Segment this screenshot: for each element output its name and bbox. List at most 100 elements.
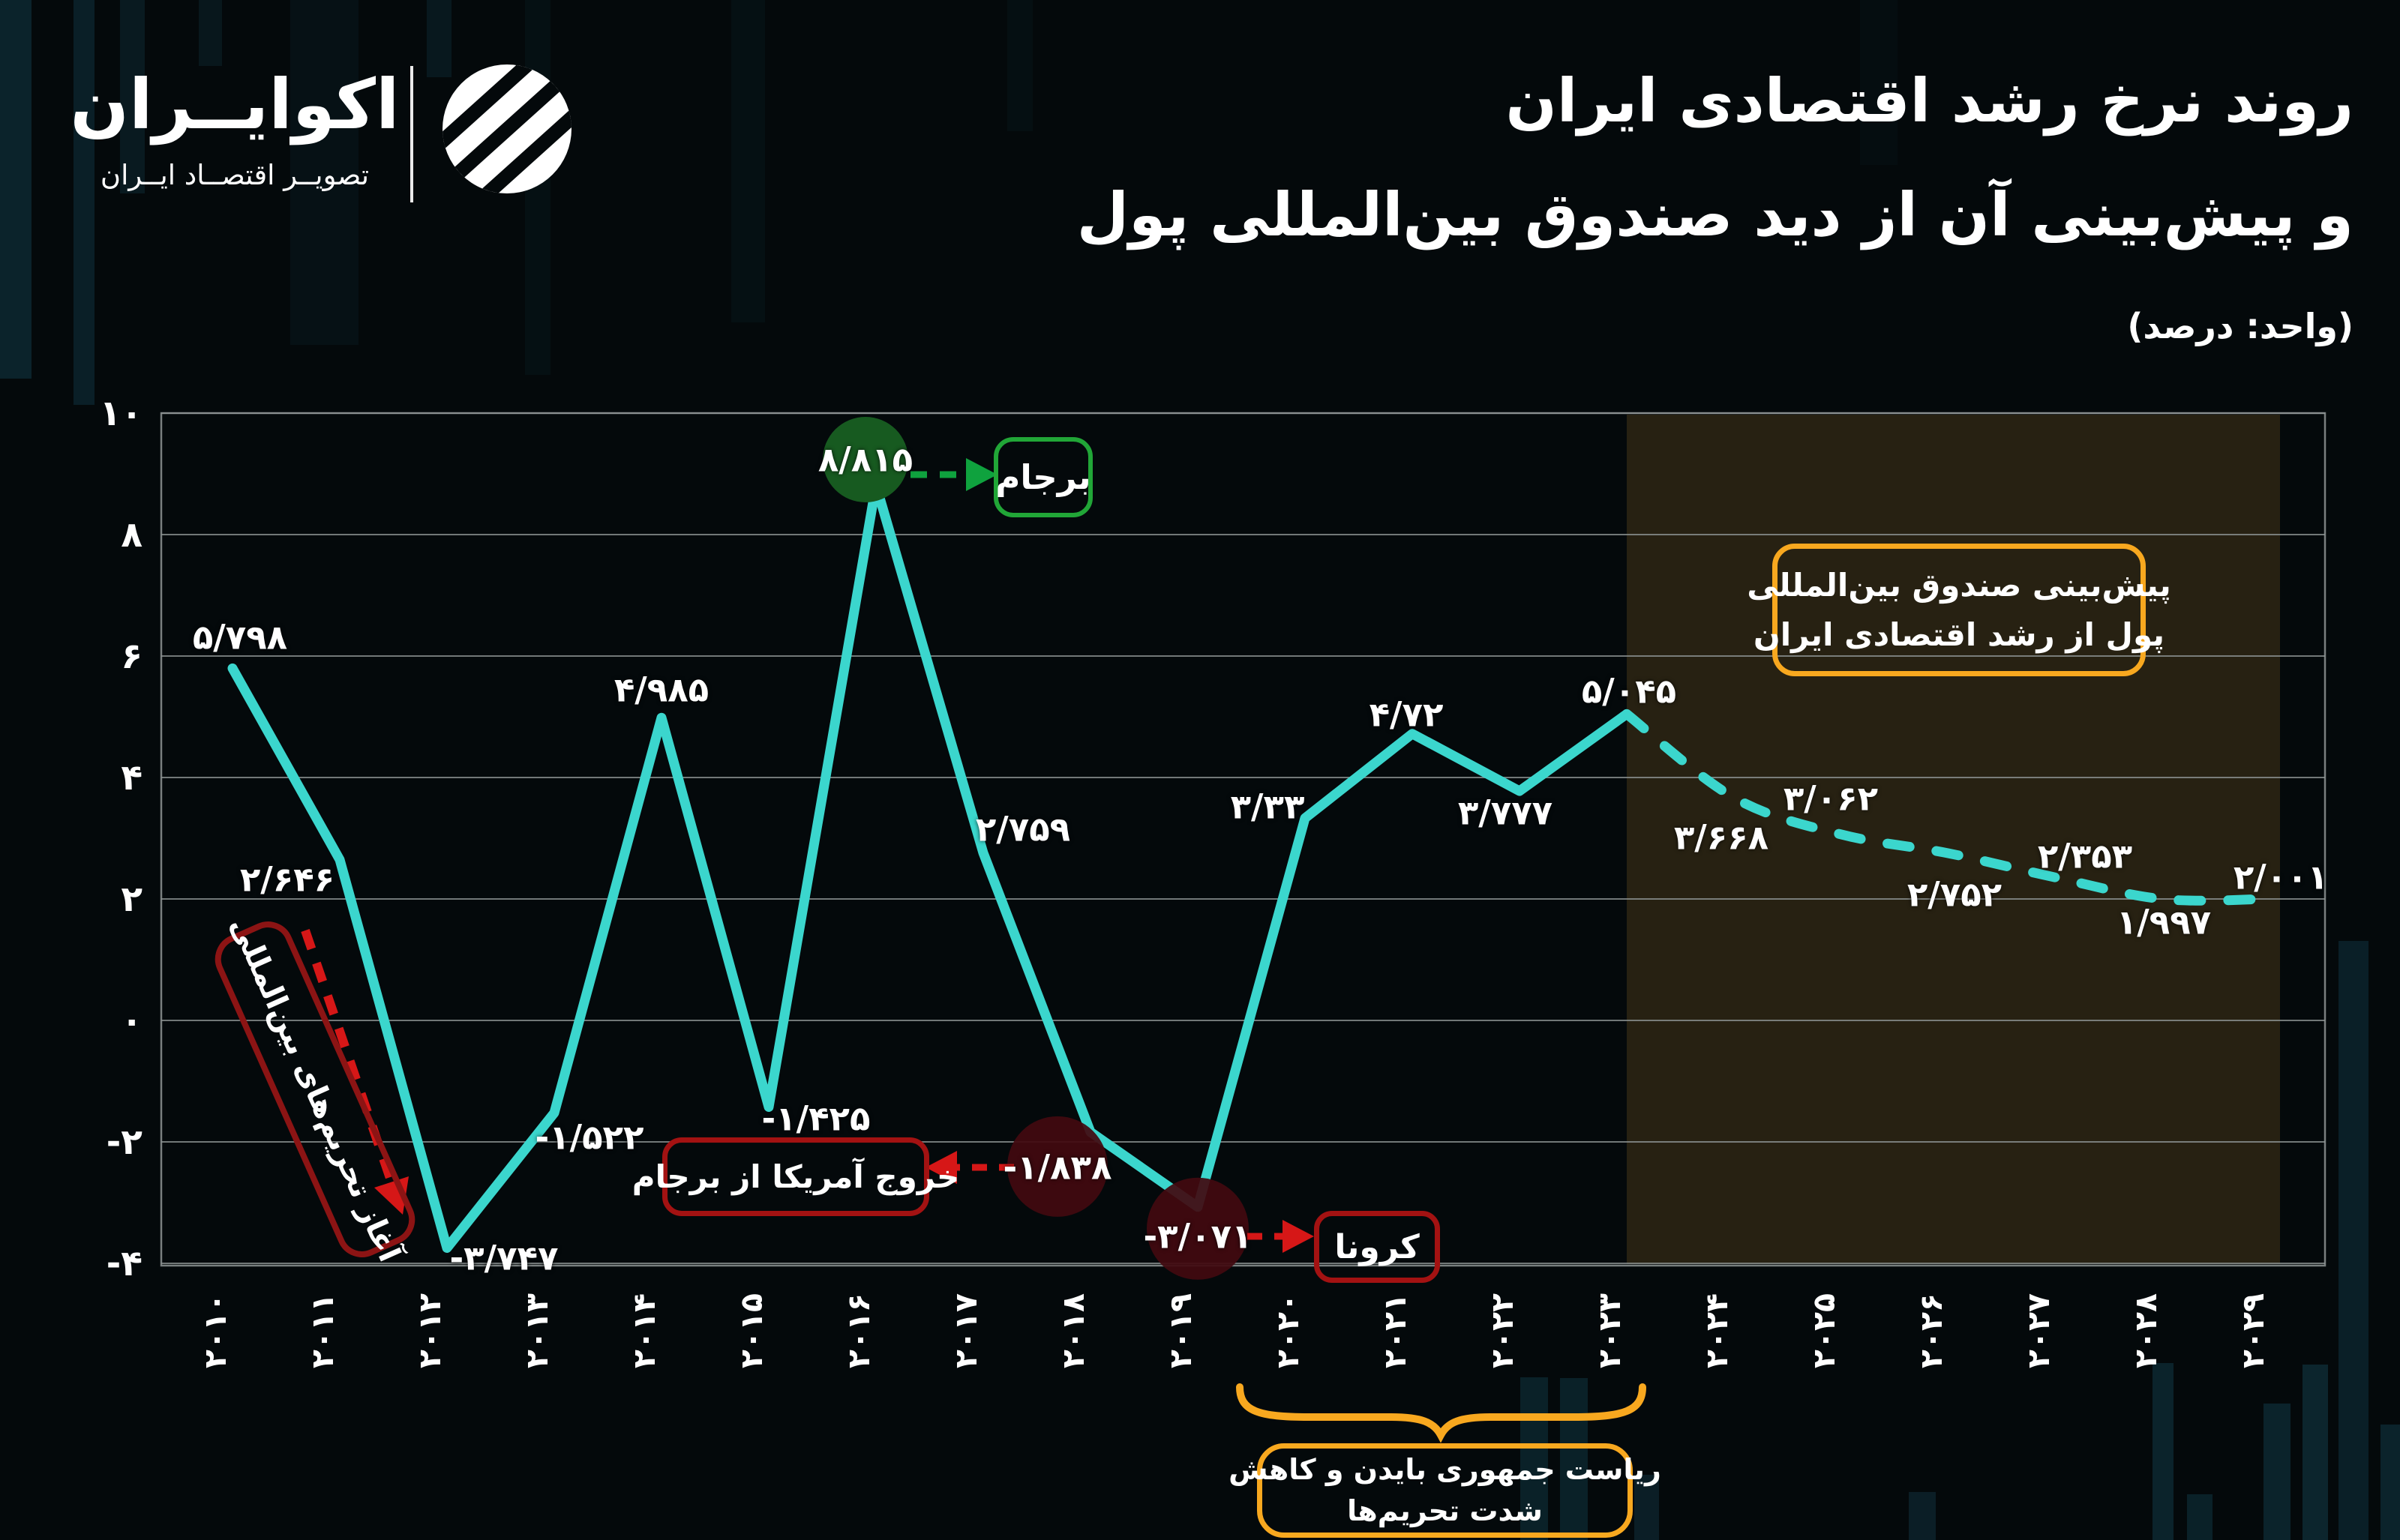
forecast-region [1627,415,2280,1264]
value-label-2015: -۱/۴۲۵ [761,1098,871,1139]
annotation-jcpoa-box: برجام [994,437,1093,517]
background-bar [2152,1363,2174,1540]
page-title-line1: روند نرخ رشد اقتصادی ایران [1505,66,2354,136]
biden-brace [1236,1383,1646,1443]
value-label-2022: ۳/۷۷۷ [1457,792,1553,833]
jcpoa-circle [823,416,908,502]
ytick-label--2: -۲ [106,1122,142,1163]
background-bar [2338,941,2368,1540]
annotation-us-exit-box: خروج آمریکا از برجام [632,1137,959,1216]
us-exit-circle [1007,1116,1108,1217]
annotation-biden-box: ریاست جمهوری بایدن و کاهش شدت تحریم‌ها [1228,1443,1661,1538]
background-bar [2302,1365,2328,1540]
background-bar [74,0,94,405]
annotation-jcpoa-label: برجام [995,457,1091,497]
value-label-2019: -۳/۰۷۱ [1143,1216,1252,1257]
value-label-2029: ۲/۰۰۱ [2233,857,2329,897]
year-label-2022: ۲۰۲۲ [1484,1293,1520,1369]
value-label-2027: ۲/۳۵۳ [2037,836,2133,876]
ytick-label-6: ۶ [121,636,142,677]
value-label-2011: ۲/۶۴۶ [239,859,335,900]
background-bar [1560,1378,1588,1540]
year-label-2024: ۲۰۲۴ [1699,1293,1735,1369]
sanctions-arrow-line [301,929,396,1184]
value-label-2014: ۴/۹۸۵ [614,670,710,710]
unit-note: (واحد: درصد) [2127,306,2354,346]
value-label-2020: ۳/۳۳ [1230,786,1305,827]
value-label-2024: ۳/۶۶۸ [1673,817,1769,858]
ytick-label-10: ۱۰ [99,393,142,434]
ytick-label-8: ۸ [121,514,142,556]
annotation-us-exit-label: خروج آمریکا از برجام [632,1158,960,1195]
background-bar [1007,0,1033,131]
year-label-2015: ۲۰۱۵ [734,1293,770,1369]
value-label-2023: ۵/۰۴۵ [1581,671,1677,712]
value-label-2012: -۳/۷۴۷ [449,1238,559,1278]
brand-divider [410,66,413,202]
ytick-label-4: ۴ [121,757,142,798]
value-label-2013: -۱/۵۲۲ [535,1117,644,1158]
year-label-2010: ۲۰۱۰ [197,1293,233,1369]
us-exit-arrow-head [926,1151,957,1184]
background-bar [1520,1377,1548,1540]
brand-logo-text: اکوایــران [70,64,400,145]
background-bar [2264,1404,2290,1540]
corona-circle [1147,1177,1249,1280]
jcpoa-arrow-head [966,458,998,491]
brand-emblem-icon [441,63,573,195]
background-bar [1634,1475,1659,1540]
value-label-2016: ۸/۸۱۵ [818,439,914,480]
sanctions-arrow-head [374,1176,409,1215]
value-label-2018: -۱/۸۳۸ [1003,1147,1112,1188]
annotation-biden-line2: شدت تحریم‌ها [1347,1494,1543,1527]
year-label-2027: ۲۰۲۷ [2020,1293,2056,1369]
annotation-imf-forecast-box: پیش‌بینی صندوق بین‌المللی پول از رشد اقت… [1747,544,2171,676]
annotation-imf-line1: پیش‌بینی صندوق بین‌المللی [1747,567,2171,604]
background-bar [290,0,358,345]
year-label-2026: ۲۰۲۶ [1913,1293,1949,1369]
background-bar [120,0,145,193]
value-label-2026: ۲/۷۵۲ [1906,874,2002,915]
year-label-2016: ۲۰۱۶ [841,1293,877,1369]
annotation-corona-box: کرونا [1314,1211,1440,1283]
value-label-2017: ۲/۷۵۹ [975,809,1071,849]
year-label-2025: ۲۰۲۵ [1806,1293,1842,1369]
year-label-2028: ۲۰۲۸ [2128,1293,2164,1369]
year-label-2013: ۲۰۱۳ [519,1293,555,1369]
year-label-2011: ۲۰۱۱ [304,1293,340,1369]
background-bar [2380,1425,2400,1540]
year-label-2012: ۲۰۱۲ [412,1293,448,1369]
ytick-label--4: -۴ [106,1243,142,1284]
actual-line [227,480,1632,1254]
background-bar [199,0,222,66]
background-bar [1860,0,1898,165]
value-label-2025: ۳/۰۶۲ [1783,778,1879,819]
background-bar [1909,1492,1936,1540]
page-title-line2: و پیش‌بینی آن از دید صندوق بین‌المللی پو… [1076,180,2354,250]
year-label-2017: ۲۰۱۷ [948,1293,984,1369]
background-bar [731,0,765,322]
value-label-2021: ۴/۷۲ [1369,694,1444,735]
annotation-biden-line1: ریاست جمهوری بایدن و کاهش [1228,1452,1661,1486]
background-bar [2187,1494,2212,1540]
year-label-2018: ۲۰۱۸ [1055,1293,1091,1369]
year-label-2021: ۲۰۲۱ [1377,1293,1413,1369]
ytick-label-2: ۲ [121,879,142,920]
year-label-2014: ۲۰۱۴ [626,1293,662,1369]
value-label-2028: ۱/۹۹۷ [2116,902,2212,942]
year-label-2023: ۲۰۲۳ [1592,1293,1628,1369]
ytick-label-0: ۰ [121,1000,142,1041]
corona-arrow-head [1282,1220,1314,1253]
background-bar [427,0,452,77]
plot-border [160,412,2326,1267]
year-label-2019: ۲۰۱۹ [1162,1293,1198,1369]
brand-tagline: تصویــر اقتصــاد ایــران [100,159,370,191]
value-label-2010: ۵/۷۹۸ [192,617,288,658]
year-label-2029: ۲۰۲۹ [2235,1293,2271,1369]
year-label-2020: ۲۰۲۰ [1270,1293,1306,1369]
forecast-dashed-line [1622,709,2276,906]
annotation-corona-label: کرونا [1334,1227,1420,1266]
